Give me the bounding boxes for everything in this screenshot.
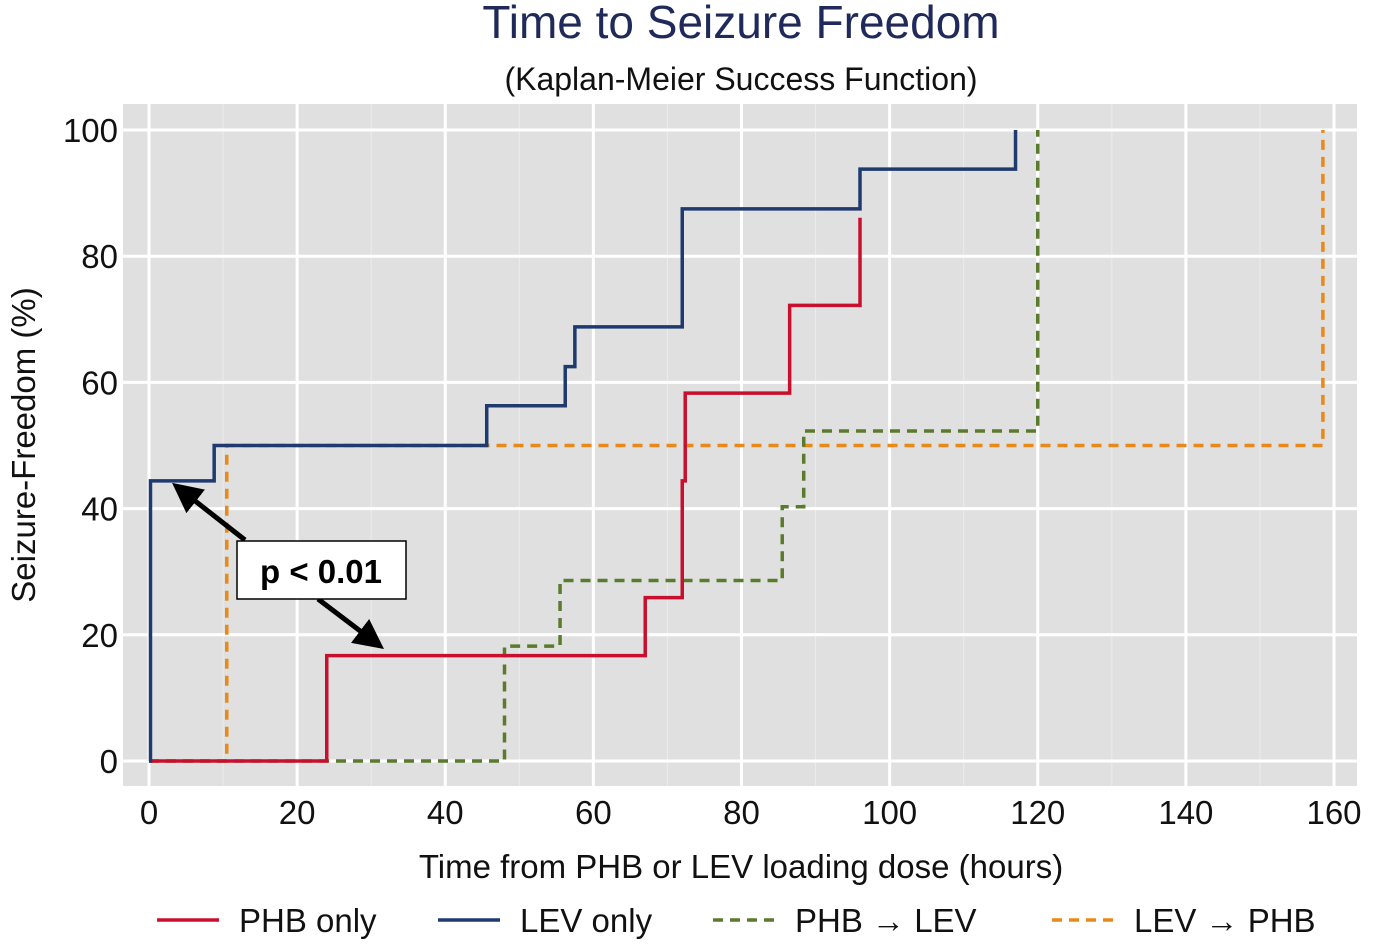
y-tick-label: 60 — [81, 364, 118, 401]
series-lines — [148, 130, 1325, 763]
series-line-2 — [149, 130, 1040, 763]
x-tick-label: 40 — [427, 794, 464, 831]
y-axis-label: Seizure-Freedom (%) — [5, 287, 42, 602]
y-tick-label: 100 — [63, 112, 118, 149]
y-ticks: 0 20 40 60 80 100 — [63, 112, 118, 780]
y-tick-label: 0 — [100, 743, 118, 780]
chart-title: Time to Seizure Freedom — [482, 0, 999, 48]
x-tick-label: 20 — [279, 794, 316, 831]
legend-label-2: PHB → LEV — [795, 902, 977, 939]
x-tick-label: 80 — [723, 794, 760, 831]
x-tick-label: 100 — [862, 794, 917, 831]
y-tick-label: 80 — [81, 238, 118, 275]
legend-label-0: PHB only — [239, 902, 377, 939]
legend-label-1: LEV only — [520, 902, 653, 939]
x-tick-label: 60 — [575, 794, 612, 831]
annotation-arrow-phb — [316, 597, 384, 650]
x-tick-label: 0 — [140, 794, 158, 831]
annotation-arrow-lev — [172, 482, 247, 542]
p-value-label: p < 0.01 — [260, 553, 382, 590]
p-value-box — [236, 540, 407, 600]
x-tick-label: 140 — [1158, 794, 1213, 831]
y-tick-label: 40 — [81, 491, 118, 528]
series-line-1 — [148, 130, 1018, 763]
legend-label-3: LEV → PHB — [1134, 902, 1316, 939]
y-tick-label: 20 — [81, 617, 118, 654]
x-axis-label: Time from PHB or LEV loading dose (hours… — [419, 848, 1063, 885]
chart-subtitle: (Kaplan-Meier Success Function) — [504, 61, 977, 97]
legend: PHB only LEV only PHB → LEV LEV → PHB — [157, 902, 1316, 939]
series-line-0 — [149, 217, 862, 763]
x-tick-label: 160 — [1306, 794, 1361, 831]
x-tick-label: 120 — [1010, 794, 1065, 831]
x-ticks: 0 20 40 60 80 100 120 140 160 — [140, 794, 1362, 831]
